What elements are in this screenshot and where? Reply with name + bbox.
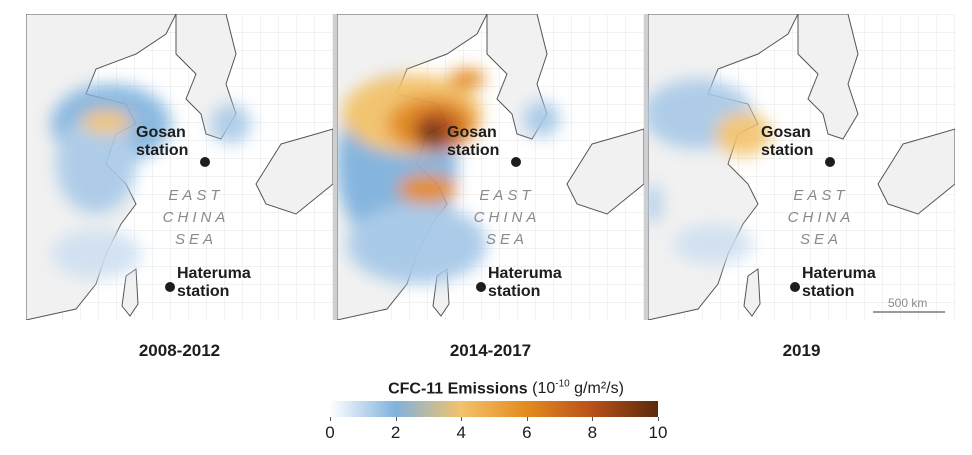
legend-title-main: CFC-11 Emissions xyxy=(388,380,528,398)
scale-bar-line xyxy=(873,311,945,313)
gosan-station-label: Gosan station xyxy=(761,124,813,160)
legend-tick-label: 8 xyxy=(587,423,598,442)
sea-line1: EAST xyxy=(168,187,224,204)
legend-title: CFC-11 Emissions (10-10 g/m²/s) xyxy=(296,379,716,398)
map-panel-2019 xyxy=(648,14,955,320)
legend-tick-mark xyxy=(526,417,528,421)
scale-bar-label: 500 km xyxy=(888,296,928,310)
hateruma-station-label: Hateruma station xyxy=(488,265,562,301)
map-2008-2012 xyxy=(26,14,333,320)
legend-tick-mark xyxy=(592,417,594,421)
taiwan xyxy=(121,268,139,317)
hateruma-label-line1: Hateruma xyxy=(177,265,251,282)
hateruma-label-line2: station xyxy=(802,283,855,300)
legend-tick-mark xyxy=(330,417,331,421)
hateruma-label-line1: Hateruma xyxy=(802,265,876,282)
sea-line3: SEA xyxy=(174,231,217,248)
sea-line3: SEA xyxy=(485,231,528,248)
legend-tick-mark xyxy=(461,417,463,421)
east-china-sea-label: EAST CHINA SEA xyxy=(766,185,876,251)
gosan-station-label: Gosan station xyxy=(447,124,499,160)
east-china-sea-label: EAST CHINA SEA xyxy=(452,185,562,251)
hateruma-station-label: Hateruma station xyxy=(177,265,251,301)
gosan-label-line1: Gosan xyxy=(761,124,811,141)
hateruma-label-line2: station xyxy=(488,283,541,300)
panel-divider xyxy=(333,14,337,320)
hateruma-label-line2: station xyxy=(177,283,230,300)
period-label-2019: 2019 xyxy=(782,341,821,360)
period-label-2008-2012: 2008-2012 xyxy=(138,341,221,360)
sea-line1: EAST xyxy=(793,187,849,204)
legend-tick-mark xyxy=(658,417,659,421)
sea-line1: EAST xyxy=(479,187,535,204)
hateruma-station-marker xyxy=(476,282,486,292)
sea-line2: CHINA xyxy=(162,209,230,226)
panel-divider xyxy=(644,14,648,320)
sea-line2: CHINA xyxy=(787,209,855,226)
gosan-label-line1: Gosan xyxy=(136,124,186,141)
hateruma-station-marker xyxy=(165,282,175,292)
hateruma-station-label: Hateruma station xyxy=(802,265,876,301)
map-2014-2017 xyxy=(337,14,644,320)
map-2019 xyxy=(648,14,955,320)
sea-line2: CHINA xyxy=(473,209,541,226)
gosan-station-marker xyxy=(511,157,521,167)
legend-tick-label: 4 xyxy=(456,423,466,442)
legend-tick-label: 6 xyxy=(522,423,532,442)
legend-units: (10-10 g/m²/s) xyxy=(532,379,624,398)
legend-tick-label: 10 xyxy=(648,423,668,442)
gosan-station-marker xyxy=(825,157,835,167)
gosan-label-line2: station xyxy=(136,142,189,159)
gosan-label-line2: station xyxy=(447,142,500,159)
sea-line3: SEA xyxy=(799,231,842,248)
gosan-station-label: Gosan station xyxy=(136,124,188,160)
gosan-label-line1: Gosan xyxy=(447,124,497,141)
period-label-2014-2017: 2014-2017 xyxy=(449,341,532,360)
legend-tick-label: 2 xyxy=(390,423,401,442)
map-panel-2014-2017 xyxy=(337,14,644,320)
hateruma-station-marker xyxy=(790,282,800,292)
hateruma-label-line1: Hateruma xyxy=(488,265,562,282)
legend-color-bar xyxy=(330,401,658,417)
gosan-label-line2: station xyxy=(761,142,814,159)
map-panel-2008-2012 xyxy=(26,14,333,320)
legend-tick-label: 0 xyxy=(325,423,335,442)
legend-tick-mark xyxy=(395,417,397,421)
east-china-sea-label: EAST CHINA SEA xyxy=(141,185,251,251)
gosan-station-marker xyxy=(200,157,210,167)
japan xyxy=(255,128,333,215)
